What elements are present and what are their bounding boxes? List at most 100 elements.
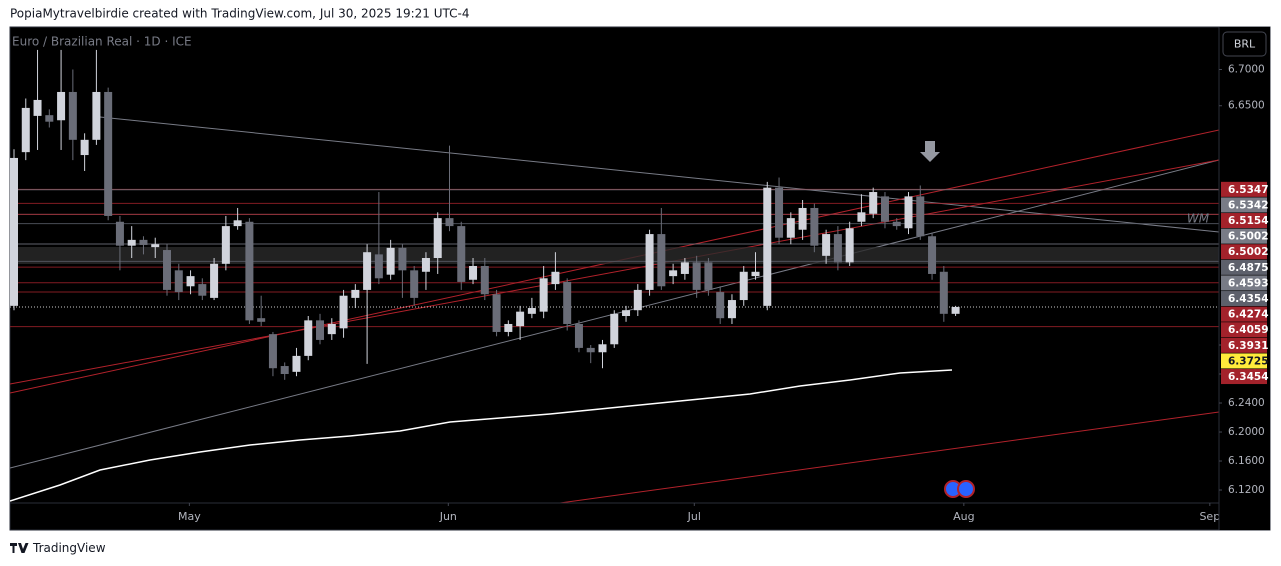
zone xyxy=(10,247,1219,264)
trend-line xyxy=(10,159,1219,385)
candle-body xyxy=(610,313,619,345)
candle-body xyxy=(810,207,819,246)
candle-body xyxy=(680,262,689,274)
candle-body xyxy=(21,107,30,153)
candle-body xyxy=(210,263,219,298)
chart-background xyxy=(9,26,1271,531)
price-label: 6.3454 xyxy=(1228,371,1269,383)
trend-line xyxy=(99,116,1219,233)
candle-body xyxy=(539,278,548,312)
candle-body xyxy=(563,281,572,324)
y-tick-label: 6.6500 xyxy=(1228,100,1265,112)
price-label: 6.5002 xyxy=(1228,246,1269,258)
candle-body xyxy=(57,91,66,121)
candle-body xyxy=(68,91,77,140)
logo-icon xyxy=(10,543,29,553)
price-label: 6.5154 xyxy=(1228,215,1269,227)
candle-body xyxy=(268,334,277,369)
candle-body xyxy=(492,294,501,332)
candle-body xyxy=(939,271,948,314)
price-label-box xyxy=(1221,322,1267,338)
candles xyxy=(10,49,960,380)
candle-body xyxy=(163,250,172,290)
candle-body xyxy=(904,196,913,229)
candle-body xyxy=(33,99,42,116)
candle-body xyxy=(245,221,254,321)
candle-body xyxy=(692,262,701,290)
x-tick-label: Sep xyxy=(1199,510,1220,523)
price-label-box xyxy=(1221,291,1267,307)
candle-body xyxy=(880,196,889,222)
candle-body xyxy=(327,323,336,335)
price-label-box xyxy=(1221,228,1267,244)
candle-body xyxy=(551,271,560,285)
footer-text: TradingView xyxy=(32,541,106,555)
price-label: 6.3725 xyxy=(1228,355,1269,367)
candle-body xyxy=(351,289,360,298)
candle-body xyxy=(457,226,466,282)
candle-body xyxy=(574,323,583,348)
candle-body xyxy=(174,270,183,293)
candle-body xyxy=(445,218,454,227)
candle-body xyxy=(892,221,901,227)
candle-body xyxy=(504,323,513,332)
candle-body xyxy=(257,318,266,322)
price-label: 6.4593 xyxy=(1228,277,1269,289)
candle-body xyxy=(645,234,654,290)
candle-body xyxy=(751,271,760,277)
candle-body xyxy=(798,207,807,230)
y-tick-label: 6.2400 xyxy=(1228,397,1265,409)
candle-body xyxy=(104,91,113,216)
price-label: 6.4274 xyxy=(1228,309,1269,321)
candle-body xyxy=(480,265,489,295)
price-label-box xyxy=(1221,259,1267,275)
candle-body xyxy=(586,347,595,353)
candle-body xyxy=(186,276,195,287)
candle-body xyxy=(386,247,395,275)
candle-body xyxy=(516,311,525,327)
event-icon[interactable] xyxy=(957,480,975,498)
price-label-box xyxy=(1221,181,1267,197)
candle-body xyxy=(928,236,937,274)
candle-body xyxy=(198,284,207,296)
candle-body xyxy=(716,292,725,319)
trend-line xyxy=(559,411,1219,503)
candle-body xyxy=(845,228,854,263)
price-axis: BRL 6.70006.65006.32006.28006.24006.2000… xyxy=(1218,27,1270,530)
candle-body xyxy=(10,157,19,306)
candle-body xyxy=(92,91,101,140)
candle-body xyxy=(45,115,54,122)
candle-body xyxy=(410,270,419,298)
candle-body xyxy=(869,192,878,214)
arrow xyxy=(920,141,940,162)
x-tick-label: Jul xyxy=(687,510,701,523)
header-text: PopiaMytravelbirdie created with Trading… xyxy=(10,7,470,21)
candle-body xyxy=(669,270,678,277)
candle-body xyxy=(363,252,372,290)
footer-logo: TradingView xyxy=(10,541,106,555)
price-label: 6.5342 xyxy=(1228,199,1269,211)
plot-area xyxy=(10,49,1219,503)
price-label-box xyxy=(1221,369,1267,385)
candle-body xyxy=(139,239,148,245)
candle-body xyxy=(421,258,430,272)
price-label-box xyxy=(1221,337,1267,353)
price-label-box xyxy=(1221,213,1267,229)
candle-body xyxy=(916,196,925,237)
candle-body xyxy=(633,289,642,311)
candle-body xyxy=(763,187,772,306)
candle-body xyxy=(115,221,124,246)
drawing-label: WM xyxy=(1187,212,1210,226)
candle-body xyxy=(280,366,289,375)
price-label: 6.5347 xyxy=(1228,184,1269,196)
candle-body xyxy=(775,187,784,238)
price-label: 6.4354 xyxy=(1228,293,1269,305)
candle-body xyxy=(822,234,831,256)
moving-average xyxy=(10,369,953,502)
candle-body xyxy=(657,234,666,287)
candle-body xyxy=(316,320,325,340)
currency-button[interactable] xyxy=(1222,31,1267,57)
candle-body xyxy=(786,218,795,238)
candle-body xyxy=(233,220,242,227)
